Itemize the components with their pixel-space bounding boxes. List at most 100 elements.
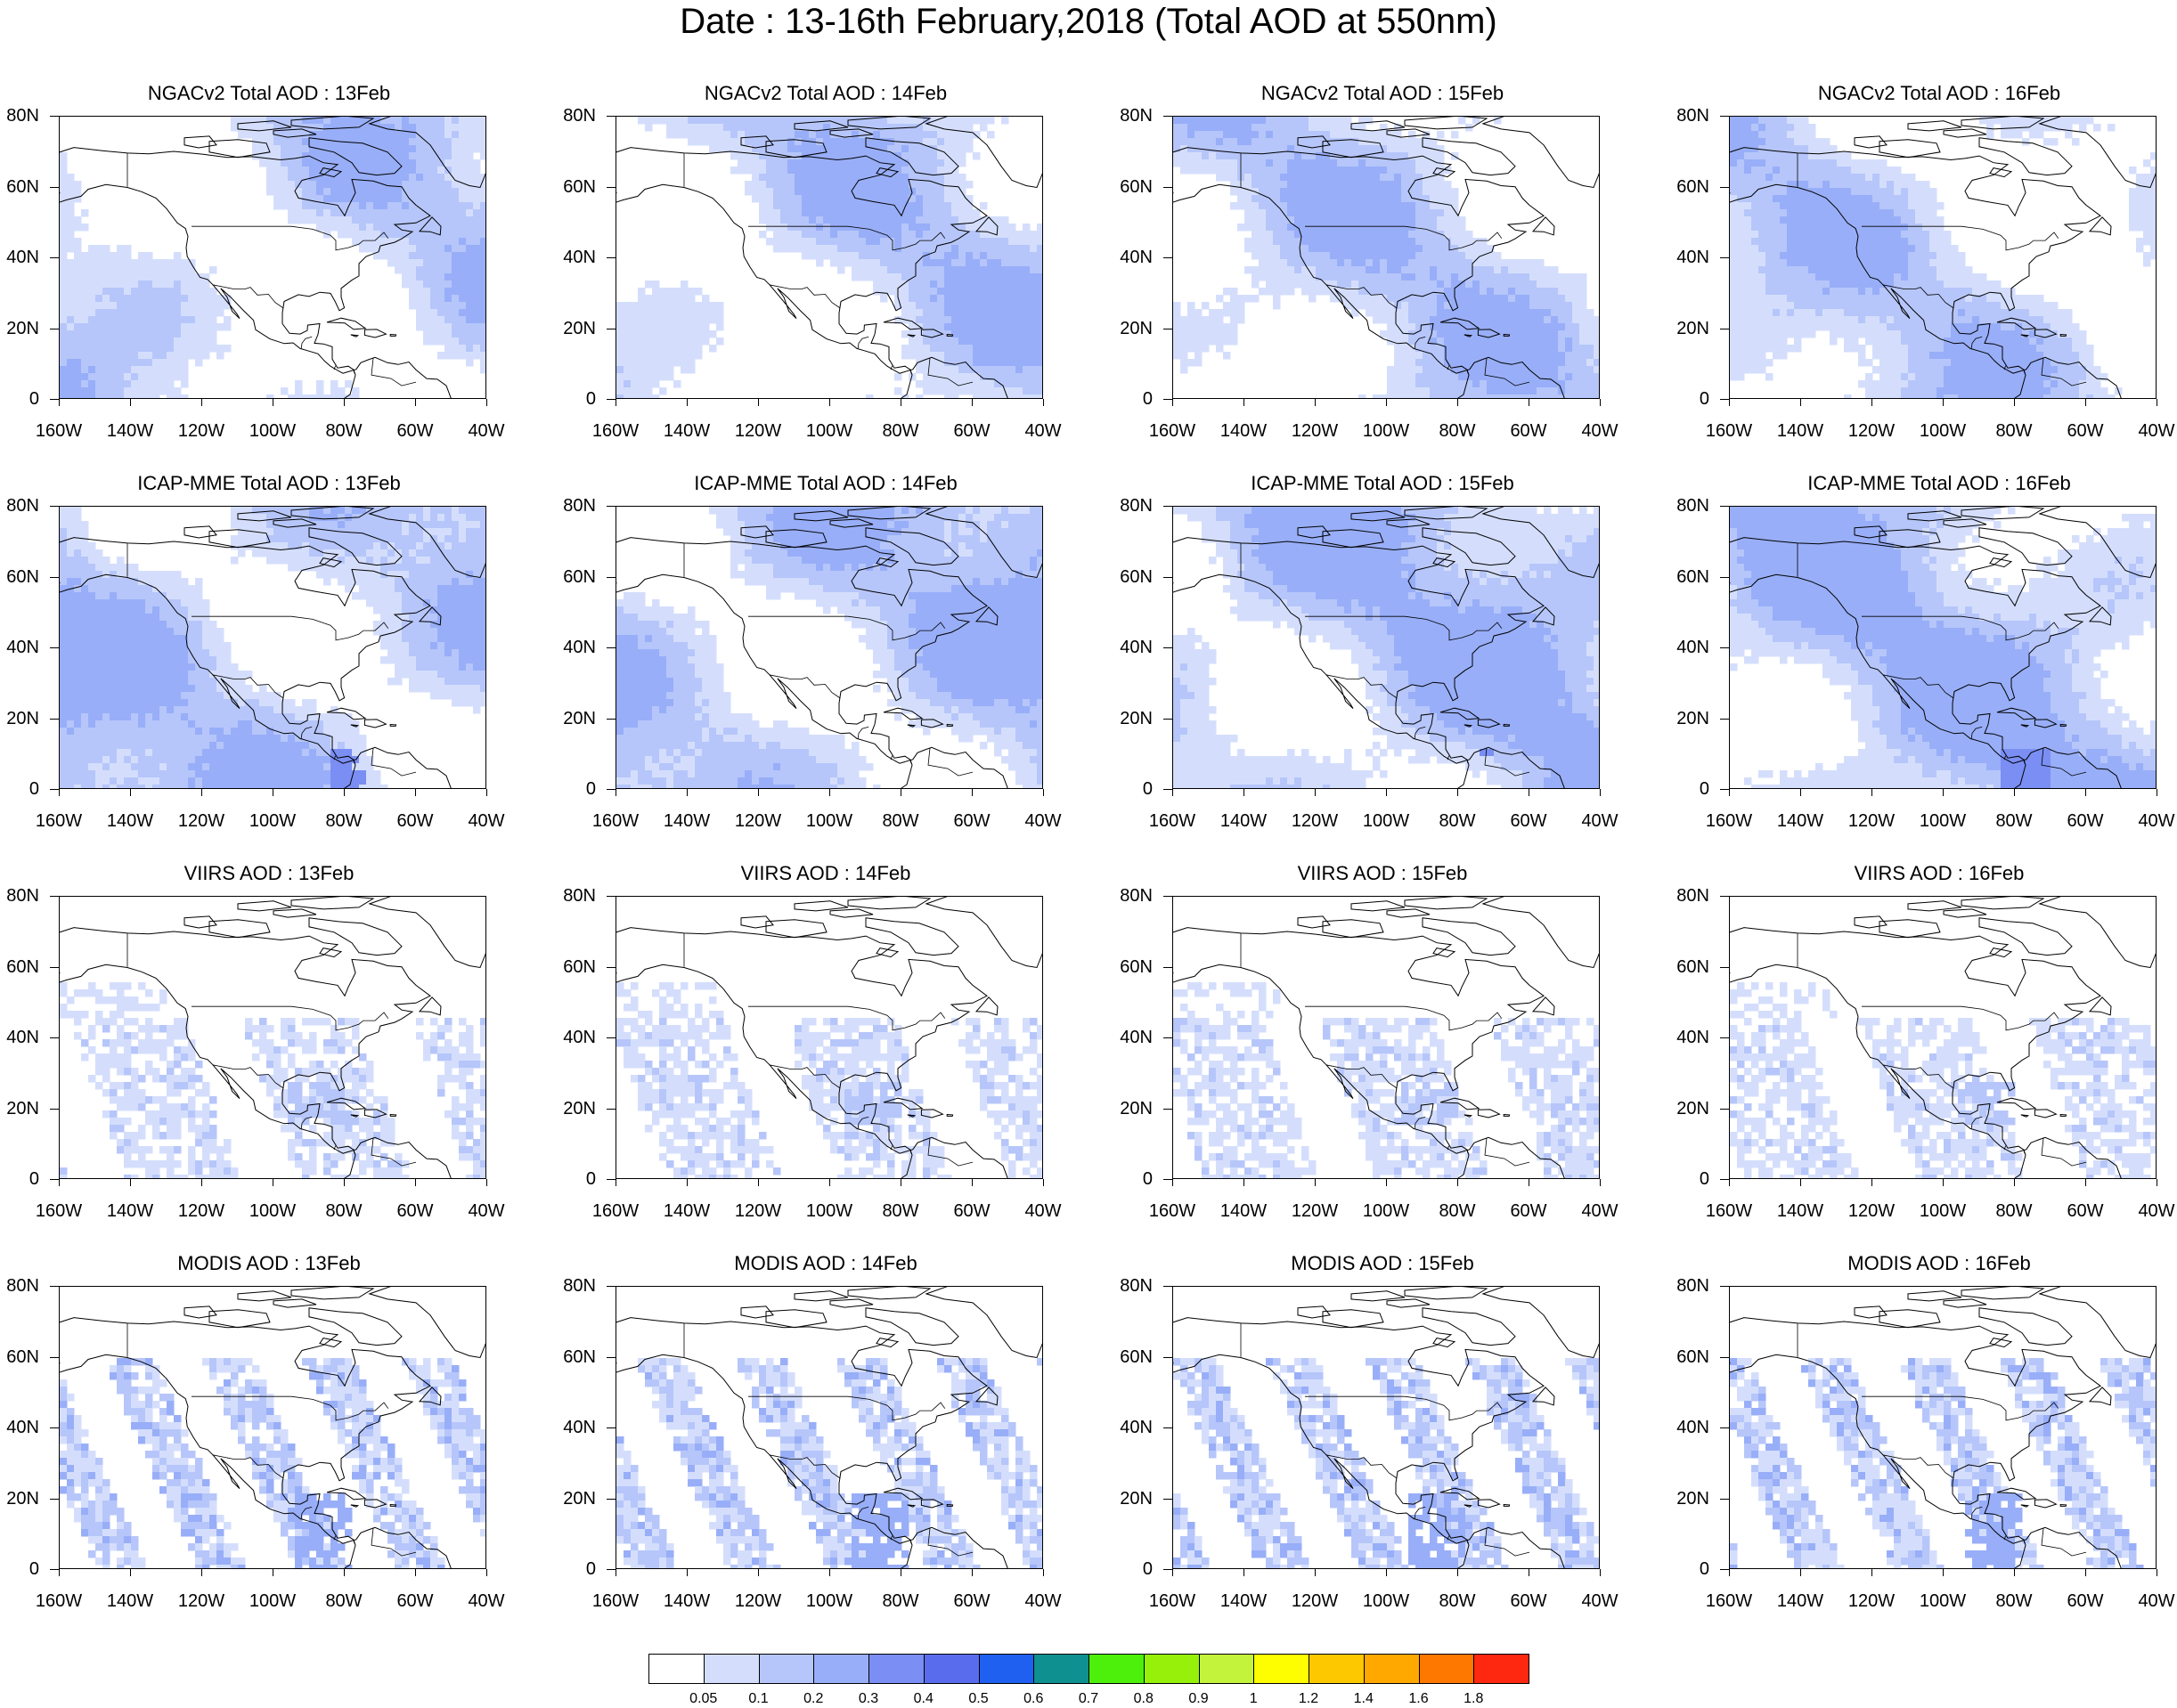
- lat-tick-mark: [1720, 1108, 1729, 1110]
- lon-tick-label: 40W: [468, 421, 505, 441]
- lon-tick-label: 60W: [1510, 811, 1547, 831]
- lon-tick-mark: [1043, 1179, 1044, 1186]
- lat-tick-label: 80N: [1120, 106, 1153, 126]
- lon-tick-mark: [2014, 789, 2015, 796]
- lon-tick-mark: [1800, 1179, 1801, 1186]
- lon-tick-label: 60W: [953, 421, 991, 441]
- colorbar-swatch: [1033, 1654, 1089, 1684]
- lon-tick-mark: [972, 789, 973, 796]
- lat-tick-mark: [1163, 1427, 1172, 1428]
- lat-tick-mark: [607, 966, 616, 968]
- lon-tick-mark: [1600, 789, 1601, 796]
- lat-tick-label: 60N: [1676, 1346, 1709, 1367]
- lon-tick-mark: [1457, 399, 1458, 406]
- political-borders: [1797, 542, 2087, 777]
- colorbar-swatch: [648, 1654, 705, 1684]
- lat-tick-label: 20N: [563, 1098, 596, 1118]
- lon-tick-label: 60W: [2067, 421, 2104, 441]
- lon-tick-mark: [344, 1179, 345, 1186]
- lat-tick-mark: [1163, 966, 1172, 968]
- lon-tick-mark: [1800, 399, 1801, 406]
- map-canvas: [616, 507, 1042, 788]
- coastlines: [1730, 1287, 2156, 1568]
- colorbar-tick-label: 0.7: [1078, 1691, 1099, 1706]
- map-canvas: [60, 1287, 485, 1568]
- colorbar-swatch: [813, 1654, 869, 1684]
- lon-tick-label: 60W: [1510, 421, 1547, 441]
- lat-tick-label: 0: [585, 1169, 596, 1189]
- panel-title: ICAP-MME Total AOD : 15Feb: [1251, 472, 1514, 494]
- lat-tick-mark: [607, 1356, 616, 1358]
- lon-tick-mark: [1943, 399, 1944, 406]
- lon-tick-mark: [415, 789, 416, 796]
- map-canvas: [1173, 507, 1599, 788]
- lat-tick-label: 60N: [563, 566, 596, 587]
- lon-tick-label: 100W: [1362, 421, 1410, 441]
- aod-field: [1730, 507, 2156, 788]
- lon-tick-label: 160W: [1148, 1591, 1196, 1611]
- lon-tick-label: 60W: [1510, 1201, 1547, 1221]
- aod-map: [1172, 116, 1600, 399]
- lat-tick-mark: [50, 1108, 59, 1110]
- lon-tick-mark: [829, 1569, 830, 1576]
- lat-tick-mark: [50, 1037, 59, 1038]
- lon-tick-mark: [1457, 789, 1458, 796]
- lat-tick-label: 20N: [1120, 1488, 1153, 1509]
- lat-tick-mark: [1720, 966, 1729, 968]
- aod-field: [1730, 117, 2156, 398]
- lon-tick-mark: [1943, 1569, 1944, 1576]
- coastlines: [1173, 897, 1599, 1178]
- lon-tick-mark: [758, 1569, 759, 1576]
- lon-tick-label: 120W: [1291, 421, 1339, 441]
- lat-tick-label: 80N: [1120, 886, 1153, 906]
- lat-tick-label: 60N: [6, 176, 39, 197]
- lat-tick-label: 0: [1699, 1169, 1709, 1189]
- map-canvas: [1730, 1287, 2156, 1568]
- lat-tick-label: 0: [1142, 779, 1153, 799]
- lon-tick-mark: [1600, 399, 1601, 406]
- lon-tick-label: 40W: [2138, 811, 2175, 831]
- lat-tick-mark: [1163, 1179, 1172, 1180]
- lat-tick-label: 80N: [6, 496, 39, 516]
- political-borders: [126, 1322, 417, 1557]
- aod-map: [59, 1286, 486, 1569]
- lon-tick-label: 60W: [2067, 811, 2104, 831]
- lat-tick-label: 40N: [6, 1418, 39, 1437]
- lat-tick-label: 0: [29, 389, 39, 409]
- lon-tick-mark: [344, 399, 345, 406]
- colorbar-swatch: [1309, 1654, 1365, 1684]
- coastlines: [616, 117, 1042, 398]
- lon-tick-mark: [1457, 1179, 1458, 1186]
- lon-tick-mark: [1600, 1569, 1601, 1576]
- lon-tick-label: 100W: [1362, 811, 1410, 831]
- lat-tick-label: 80N: [1676, 1276, 1709, 1296]
- lat-tick-label: 20N: [6, 318, 39, 338]
- lat-tick-label: 40N: [563, 248, 596, 267]
- lon-tick-label: 60W: [2067, 1201, 2104, 1221]
- lon-tick-label: 80W: [1439, 421, 1476, 441]
- lat-tick-label: 0: [585, 389, 596, 409]
- lon-tick-label: 140W: [1776, 421, 1824, 441]
- lon-tick-label: 160W: [35, 421, 83, 441]
- lon-tick-label: 140W: [663, 811, 711, 831]
- map-canvas: [1173, 1287, 1599, 1568]
- aod-map: [1729, 506, 2157, 789]
- lat-tick-mark: [1720, 1569, 1729, 1570]
- lon-tick-label: 80W: [882, 1201, 919, 1221]
- lat-tick-mark: [50, 1498, 59, 1500]
- aod-field: [616, 1358, 1042, 1568]
- lon-tick-mark: [1243, 1569, 1244, 1576]
- lon-tick-label: 140W: [1219, 811, 1268, 831]
- colorbar-tick-label: 0.8: [1133, 1691, 1154, 1706]
- lon-tick-label: 120W: [1291, 1201, 1339, 1221]
- political-borders: [1240, 932, 1530, 1167]
- colorbar-tick-label: 1.4: [1353, 1691, 1374, 1706]
- lon-tick-label: 100W: [249, 811, 297, 831]
- aod-map: [616, 1286, 1043, 1569]
- lon-tick-mark: [201, 789, 202, 796]
- lon-tick-mark: [486, 399, 487, 406]
- map-canvas: [1730, 897, 2156, 1178]
- lon-tick-label: 80W: [1439, 1591, 1476, 1611]
- political-borders: [126, 542, 417, 777]
- lon-tick-mark: [1243, 1179, 1244, 1186]
